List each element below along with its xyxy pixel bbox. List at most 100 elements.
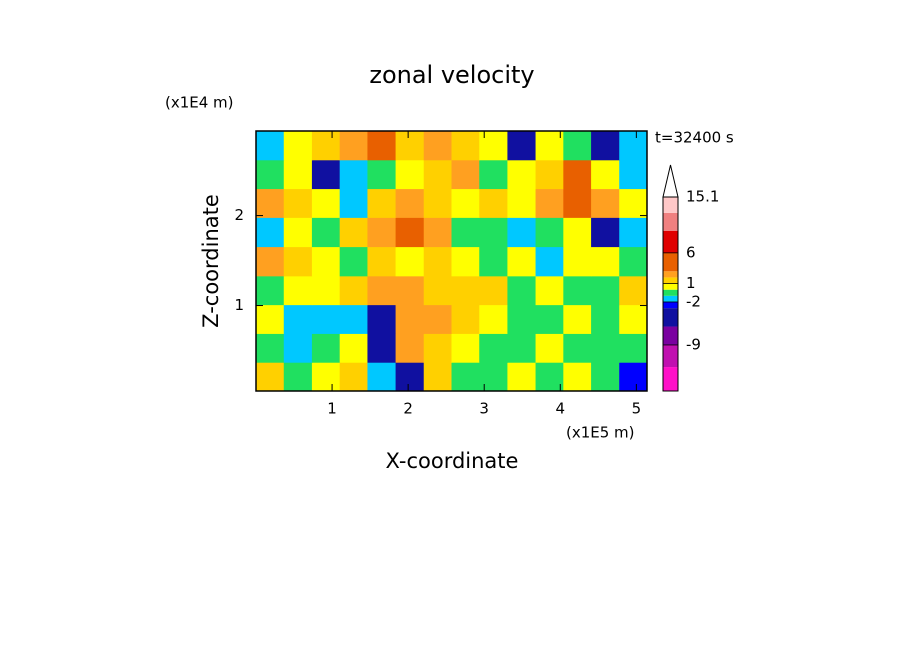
contour-cell xyxy=(451,362,480,392)
contour-cell xyxy=(283,188,313,218)
contour-cell xyxy=(311,246,341,277)
contour-cell xyxy=(563,246,592,277)
colorbar-box xyxy=(663,197,678,213)
colorbar-tick-label: 6 xyxy=(686,243,696,261)
contour-cell xyxy=(591,246,620,277)
colorbar-box xyxy=(663,295,678,302)
contour-cell xyxy=(423,159,452,190)
contour-cell xyxy=(619,333,648,363)
colorbar-box xyxy=(663,277,678,284)
contour-cell xyxy=(619,362,648,392)
colorbar-box xyxy=(663,367,678,391)
contour-cell xyxy=(339,304,368,334)
contour-cell xyxy=(479,246,508,277)
contour-cell xyxy=(367,362,397,392)
contour-cell xyxy=(395,362,425,392)
y-tick-label: 2 xyxy=(234,206,244,224)
contour-cell xyxy=(367,275,397,306)
contour-cell xyxy=(507,188,537,218)
colorbar-box xyxy=(663,289,678,296)
contour-cell xyxy=(563,333,592,363)
x-axis-label: X-coordinate xyxy=(386,449,519,473)
contour-cell xyxy=(256,246,285,277)
field xyxy=(256,131,648,392)
contour-cell xyxy=(451,333,480,363)
contour-cell xyxy=(395,159,425,190)
y-axis-label: Z-coordinate xyxy=(199,194,223,328)
contour-cell xyxy=(423,362,452,392)
contour-cell xyxy=(283,275,313,306)
contour-cell xyxy=(395,217,425,248)
contour-cell xyxy=(591,217,620,248)
contour-cell xyxy=(451,217,480,248)
x-tick-label: 3 xyxy=(479,400,489,418)
contour-cell xyxy=(395,275,425,306)
contour-cell xyxy=(311,131,341,161)
contour-cell xyxy=(339,246,368,277)
chart-title: zonal velocity xyxy=(369,61,534,89)
contour-cell xyxy=(507,304,537,334)
contour-cell xyxy=(395,246,425,277)
contour-cell xyxy=(283,333,313,363)
contour-cell xyxy=(507,131,537,161)
contour-cell xyxy=(451,131,480,161)
contour-cell xyxy=(256,159,285,190)
contour-cell xyxy=(311,304,341,334)
y-tick-label: 1 xyxy=(234,296,244,314)
contour-cell xyxy=(423,217,452,248)
contour-cell xyxy=(367,131,397,161)
contour-cell xyxy=(451,188,480,218)
colorbar-extension xyxy=(662,164,679,198)
contour-cell xyxy=(591,362,620,392)
contour-cell xyxy=(367,217,397,248)
contour-cell xyxy=(563,217,592,248)
x-tick-label: 5 xyxy=(632,400,642,418)
contour-cell xyxy=(339,159,368,190)
contour-cell xyxy=(507,217,537,248)
colorbar-box xyxy=(663,212,678,231)
contour-cell xyxy=(479,275,508,306)
contour-cell xyxy=(591,131,620,161)
contour-cell xyxy=(507,275,537,306)
contour-cell xyxy=(535,217,564,248)
x-unit: (x1E5 m) xyxy=(566,424,635,442)
colorbar-tick-label: 15.1 xyxy=(686,188,719,206)
contour-cell xyxy=(563,304,592,334)
contour-cell xyxy=(395,333,425,363)
colorbar-box xyxy=(663,271,678,278)
colorbar-box xyxy=(663,308,678,327)
contour-cell xyxy=(591,159,620,190)
contour-cell xyxy=(619,246,648,277)
contour-cell xyxy=(451,159,480,190)
contour-cell xyxy=(479,333,508,363)
contour-cell xyxy=(339,217,368,248)
contour-cell xyxy=(535,304,564,334)
contour-cell xyxy=(451,246,480,277)
contour-cell xyxy=(563,275,592,306)
contour-cell xyxy=(395,131,425,161)
contour-cell xyxy=(256,188,285,218)
contour-cell xyxy=(479,217,508,248)
contour-cell xyxy=(479,159,508,190)
contour-cell xyxy=(367,304,397,334)
contour-cell xyxy=(507,333,537,363)
colorbar-tick-label: -9 xyxy=(686,335,701,353)
contour-cell xyxy=(507,246,537,277)
contour-cell xyxy=(283,246,313,277)
contour-cell xyxy=(283,362,313,392)
contour-cell xyxy=(339,275,368,306)
contour-cell xyxy=(619,159,648,190)
contour-cell xyxy=(283,304,313,334)
x-tick-label: 4 xyxy=(556,400,566,418)
colorbar-box xyxy=(663,301,678,309)
colorbar-tick-label: 1 xyxy=(686,274,696,292)
contour-cell xyxy=(395,188,425,218)
contour-cell xyxy=(311,188,341,218)
colorbar-box xyxy=(663,252,678,272)
contour-cell xyxy=(256,217,285,248)
y-unit: (x1E4 m) xyxy=(165,94,234,112)
contour-cell xyxy=(591,304,620,334)
plot-frame xyxy=(255,130,648,392)
contour-cell xyxy=(283,131,313,161)
